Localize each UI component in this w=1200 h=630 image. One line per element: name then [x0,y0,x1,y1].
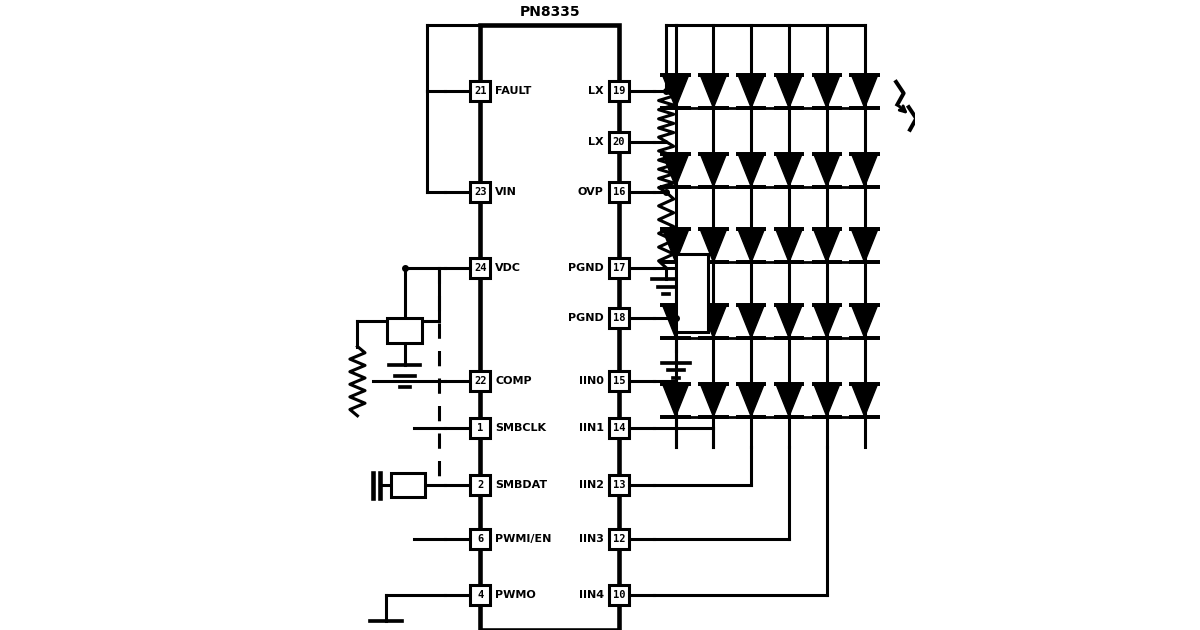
Text: 18: 18 [613,313,625,323]
Text: IIN0: IIN0 [578,376,604,386]
Polygon shape [700,154,727,186]
Text: 6: 6 [478,534,484,544]
Bar [608,308,629,328]
Polygon shape [700,229,727,262]
Bar [388,318,422,343]
Bar [677,254,708,333]
Polygon shape [851,229,878,262]
Text: FAULT: FAULT [496,86,532,96]
Text: 4: 4 [478,590,484,600]
Text: 15: 15 [613,376,625,386]
Polygon shape [775,305,803,338]
Polygon shape [700,305,727,338]
Polygon shape [814,229,840,262]
Bar [470,418,491,438]
Text: 19: 19 [613,86,625,96]
Bar [470,258,491,278]
Text: SMBCLK: SMBCLK [496,423,546,433]
Polygon shape [738,75,764,108]
Bar [608,475,629,495]
Text: 23: 23 [474,187,486,197]
Text: SMBDAT: SMBDAT [496,480,547,490]
Bar [608,258,629,278]
Bar [470,585,491,605]
Text: IIN2: IIN2 [578,480,604,490]
Polygon shape [662,75,689,108]
Text: IIN3: IIN3 [578,534,604,544]
Text: 2: 2 [478,480,484,490]
Polygon shape [662,229,689,262]
Text: PN8335: PN8335 [520,5,580,19]
Polygon shape [738,229,764,262]
Bar [608,585,629,605]
Bar [608,418,629,438]
Bar [470,475,491,495]
Polygon shape [851,384,878,416]
Text: 1: 1 [478,423,484,433]
Polygon shape [775,154,803,186]
Text: PGND: PGND [568,263,604,273]
Polygon shape [738,154,764,186]
Text: LX: LX [588,137,604,147]
Text: PGND: PGND [568,313,604,323]
Polygon shape [814,75,840,108]
Polygon shape [700,384,727,416]
Text: IIN1: IIN1 [578,423,604,433]
Polygon shape [814,384,840,416]
Text: 24: 24 [474,263,486,273]
Polygon shape [738,305,764,338]
Polygon shape [851,305,878,338]
Bar [470,371,491,391]
Text: OVP: OVP [578,187,604,197]
Polygon shape [662,305,689,338]
Polygon shape [851,154,878,186]
Text: LX: LX [588,86,604,96]
Text: 21: 21 [474,86,486,96]
Text: 17: 17 [613,263,625,273]
Bar [480,25,619,630]
Text: IIN4: IIN4 [578,590,604,600]
Polygon shape [814,305,840,338]
Bar [470,81,491,101]
Text: PWMI/EN: PWMI/EN [496,534,552,544]
Text: 10: 10 [613,590,625,600]
Text: VDC: VDC [496,263,522,273]
Polygon shape [775,75,803,108]
Polygon shape [851,75,878,108]
Bar [608,529,629,549]
Bar [608,182,629,202]
Bar [608,81,629,101]
Polygon shape [662,154,689,186]
Text: 13: 13 [613,480,625,490]
Bar [390,473,425,497]
Text: 20: 20 [613,137,625,147]
Text: 16: 16 [613,187,625,197]
Text: COMP: COMP [496,376,532,386]
Polygon shape [814,154,840,186]
Bar [470,529,491,549]
Bar [608,371,629,391]
Text: 14: 14 [613,423,625,433]
Text: 22: 22 [474,376,486,386]
Polygon shape [738,384,764,416]
Polygon shape [775,384,803,416]
Text: VIN: VIN [496,187,517,197]
Bar [470,182,491,202]
Polygon shape [662,384,689,416]
Bar [608,132,629,152]
Text: 12: 12 [613,534,625,544]
Polygon shape [700,75,727,108]
Polygon shape [775,229,803,262]
Text: PWMO: PWMO [496,590,536,600]
